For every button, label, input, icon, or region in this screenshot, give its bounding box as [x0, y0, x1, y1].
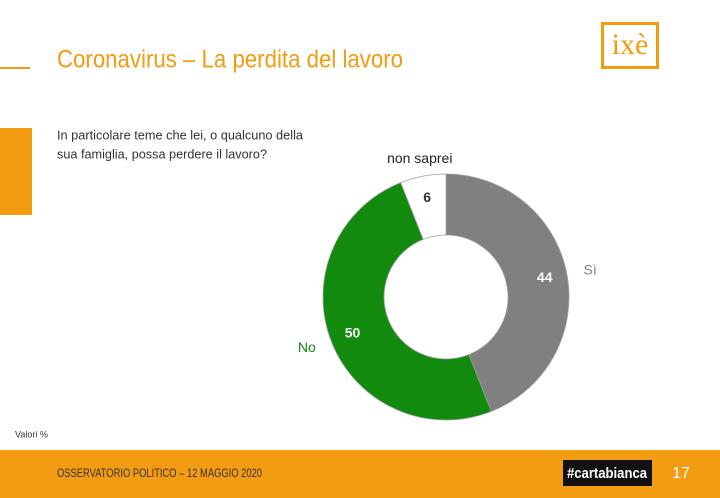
- brand-box: [563, 460, 652, 486]
- logo-inner: [604, 25, 656, 66]
- title-rule: [0, 67, 30, 69]
- slice-label: non saprei: [387, 150, 452, 166]
- slice: [445, 173, 570, 412]
- footer-text: OSSERVATORIO POLITICO – 12 MAGGIO 2020: [57, 466, 262, 480]
- note: Valori %: [15, 429, 48, 439]
- chart-title: Coronavirus – La perdita del lavoro: [57, 46, 403, 74]
- question: In particolare teme che lei, o qualcuno …: [57, 127, 304, 142]
- slice: [400, 173, 447, 240]
- value-label: 44: [537, 269, 553, 285]
- value-label: 6: [423, 189, 431, 205]
- slice-label: No: [298, 339, 316, 355]
- side-bar: [0, 128, 32, 215]
- slice-label: Sì: [584, 261, 597, 277]
- page-number: 17: [672, 465, 690, 482]
- value-label: 50: [345, 325, 361, 341]
- slice: [322, 182, 492, 421]
- logo: ixè: [612, 28, 649, 61]
- brand: #cartabianca: [567, 465, 648, 482]
- question: sua famiglia, possa perdere il lavoro?: [57, 146, 267, 161]
